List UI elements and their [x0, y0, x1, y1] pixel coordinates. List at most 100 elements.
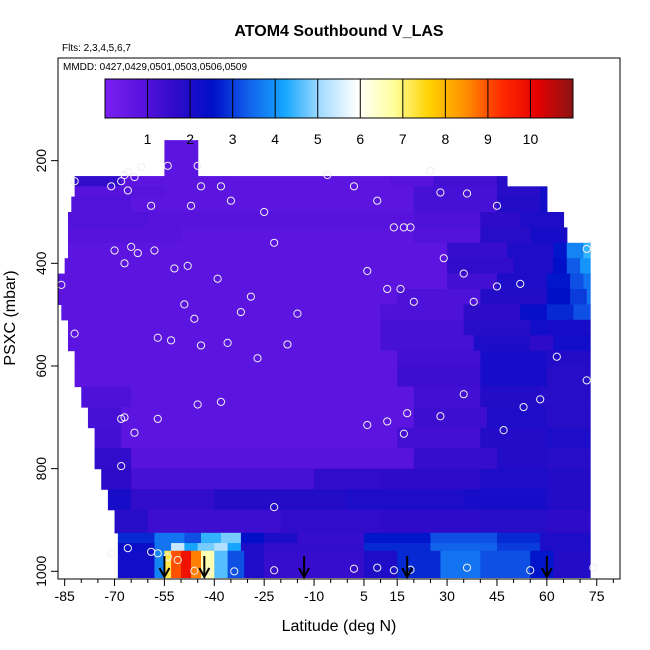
heatmap-cell: [297, 532, 365, 544]
colorbar: 1 2 3 4 5 6 7 8 9 10: [104, 78, 574, 147]
observation-point: [349, 182, 359, 191]
colorbar-tick-label: 5: [314, 131, 322, 147]
heatmap-cell: [347, 489, 465, 511]
observation-point: [153, 414, 162, 423]
heatmap-cell: [546, 319, 591, 336]
heatmap-cell: [197, 543, 215, 552]
observation-point: [166, 336, 176, 345]
x-tick-label: 15: [389, 588, 405, 604]
colorbar-tick-label: 8: [441, 131, 449, 147]
observation-point: [133, 248, 142, 258]
heatmap-cell: [397, 365, 481, 388]
observation-point: [526, 566, 535, 575]
heatmap-cell: [380, 319, 465, 336]
heatmap-cell: [214, 489, 348, 511]
heatmap-cell: [390, 176, 435, 187]
x-tick-label: -85: [55, 588, 75, 604]
observation-point: [117, 177, 126, 186]
heatmap-cell: [380, 468, 481, 490]
observation-point: [120, 259, 129, 268]
heatmap-cell: [546, 304, 575, 321]
observation-points: [57, 161, 598, 576]
heatmap-cell: [413, 407, 488, 429]
heatmap-cell: [58, 288, 398, 305]
heatmap-cell: [506, 242, 555, 259]
heatmap-cell: [413, 386, 481, 408]
heatmap-cell: [573, 304, 591, 321]
heatmap-cell: [546, 288, 571, 305]
heatmap-cell: [74, 365, 398, 388]
heatmap-cell: [247, 273, 448, 290]
colorbar-tick-label: 9: [484, 131, 492, 147]
heatmap-cell: [413, 196, 498, 213]
heatmap-cell: [440, 550, 481, 579]
observation-point: [180, 300, 189, 309]
heatmap-cell: [433, 176, 498, 187]
heatmap-cell: [227, 550, 245, 579]
heatmap-cell: [197, 176, 392, 187]
observation-point: [436, 412, 445, 421]
heatmap-cell: [553, 258, 568, 275]
observation-point: [582, 244, 591, 254]
observation-point: [589, 563, 598, 572]
observation-point: [196, 182, 206, 191]
observation-point: [519, 402, 528, 412]
heatmap-cell: [413, 448, 498, 470]
heatmap-cell: [184, 543, 199, 552]
observation-point: [123, 544, 132, 553]
y-axis: 200 400 600 800 1000: [33, 149, 58, 587]
heatmap-cell: [131, 386, 415, 408]
x-tick-label: 60: [539, 588, 555, 604]
heatmap-cell: [154, 532, 185, 544]
heatmap-cell: [181, 550, 192, 579]
observation-point: [383, 284, 392, 294]
heatmap-cell: [117, 543, 156, 552]
observation-point: [216, 397, 226, 407]
colorbar-gradient: [104, 78, 574, 119]
observation-point: [363, 420, 372, 430]
heatmap-cell: [480, 468, 548, 490]
heatmap-cell: [496, 186, 541, 198]
observation-point: [462, 189, 472, 198]
observation-point: [499, 426, 508, 435]
heatmap-cell: [496, 543, 541, 552]
heatmap-cell: [363, 532, 432, 544]
heatmap-cell: [147, 509, 282, 534]
heatmap-cell: [117, 532, 156, 544]
x-tick-label: 45: [489, 588, 505, 604]
heatmap-cell: [546, 407, 591, 429]
observation-point: [226, 196, 236, 205]
heatmap-cell: [67, 335, 382, 352]
observation-point: [170, 264, 179, 273]
heatmap-cell: [540, 196, 548, 213]
observation-point: [406, 223, 415, 232]
heatmap-cell: [580, 258, 591, 275]
observation-point: [107, 549, 116, 558]
observation-point: [459, 390, 468, 399]
observation-point: [70, 329, 79, 338]
observation-point: [293, 309, 302, 318]
observation-point: [153, 549, 162, 558]
observation-point: [216, 182, 226, 191]
observation-point: [123, 186, 132, 195]
flight-marker-arrow: [158, 556, 171, 580]
observation-point: [492, 282, 502, 291]
heatmap-cell: [413, 186, 498, 198]
heatmap-cell: [397, 288, 481, 305]
observation-point: [439, 254, 448, 263]
heatmap-cell: [566, 242, 585, 259]
heatmap-cell: [121, 176, 199, 187]
observation-point: [123, 167, 132, 177]
observation-point: [409, 297, 418, 306]
heatmap-cell: [264, 532, 299, 544]
x-tick-label: 30: [439, 588, 455, 604]
observation-point: [270, 503, 279, 512]
heatmap-cells: [58, 140, 591, 579]
x-tick-label: 75: [589, 588, 605, 604]
y-tick-label: 400: [33, 251, 49, 275]
observation-point: [137, 162, 146, 171]
heatmap-cell: [67, 319, 382, 336]
observation-point: [230, 567, 239, 576]
heatmap-cell: [480, 509, 548, 534]
observation-point: [396, 284, 405, 294]
